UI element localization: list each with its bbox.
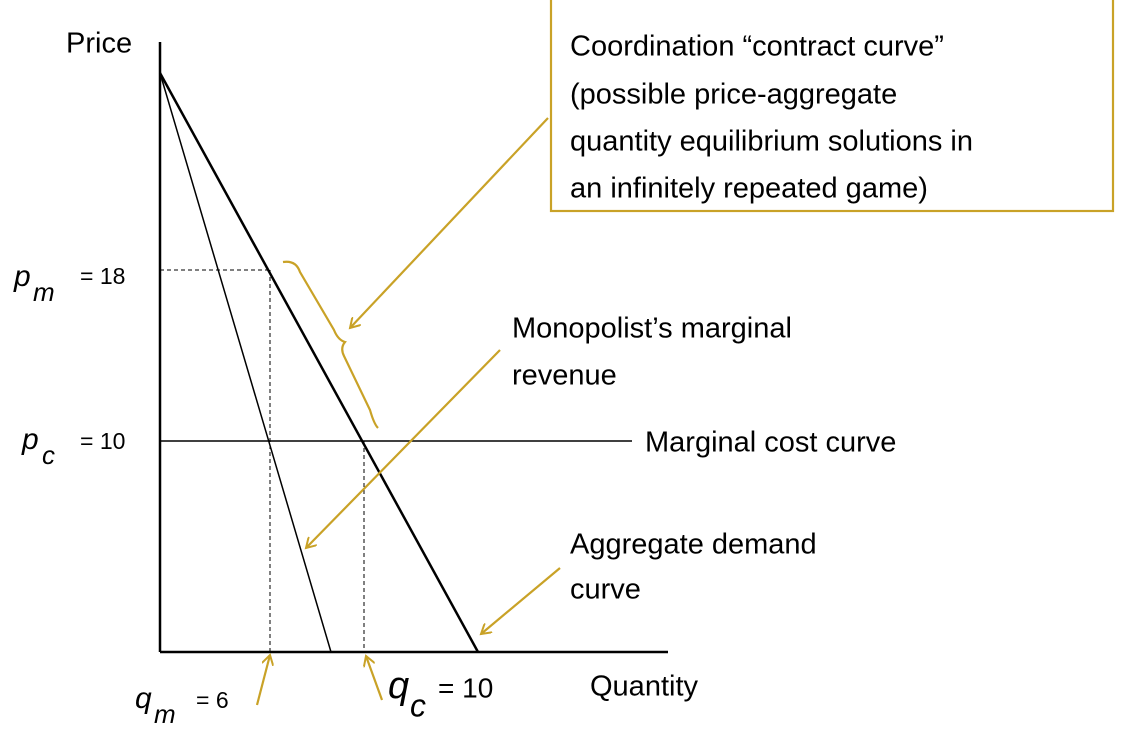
callout-text: curve (570, 574, 641, 606)
price-subscript: c (42, 440, 55, 470)
price-value: = 18 (80, 263, 125, 289)
arrow (481, 567, 561, 634)
quantity-value: = 10 (438, 672, 493, 703)
price-symbol: p (13, 260, 31, 293)
arrow (306, 349, 501, 548)
callout-text: Coordination “contract curve” (570, 31, 944, 63)
arrow (350, 117, 549, 328)
demand-curve (158, 72, 480, 653)
callout-text: revenue (512, 360, 617, 392)
price-symbol: p (21, 423, 39, 456)
marginal-revenue-curve (159, 72, 332, 653)
arrow (255, 655, 270, 706)
quantity-subscript: m (154, 699, 176, 729)
x-axis-label: Quantity (590, 671, 698, 703)
callout-text: quantity equilibrium solutions in (570, 126, 973, 158)
quantity-symbol: q (135, 682, 152, 715)
arrow (366, 656, 384, 701)
callout-text: an infinitely repeated game) (570, 173, 928, 205)
callout-text: Marginal cost curve (645, 427, 896, 459)
quantity-value: = 6 (196, 687, 229, 713)
brace (282, 260, 379, 429)
price-subscript: m (33, 277, 55, 307)
callout-text: Aggregate demand (570, 529, 817, 561)
quantity-subscript: c (410, 687, 426, 723)
quantity-symbol: q (388, 665, 409, 707)
callout-text: Monopolist’s marginal (512, 313, 792, 345)
callout-text: (possible price-aggregate (570, 79, 897, 111)
callout-box (549, 0, 1115, 213)
price-value: = 10 (80, 428, 125, 454)
y-axis-label: Price (66, 28, 132, 60)
